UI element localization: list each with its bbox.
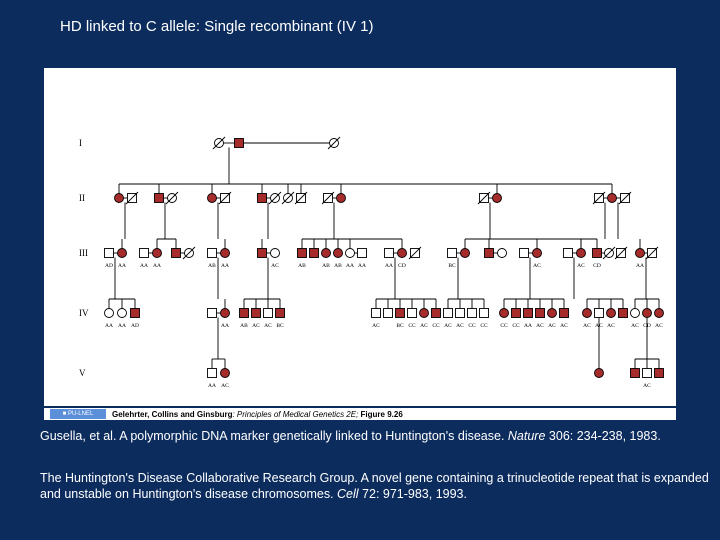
- svg-text:AA: AA: [118, 323, 126, 329]
- svg-text:AA: AA: [346, 263, 354, 269]
- svg-text:AA: AA: [140, 263, 148, 269]
- svg-text:AA: AA: [385, 263, 393, 269]
- svg-text:CC: CC: [432, 323, 440, 329]
- svg-text:CC: CC: [480, 323, 488, 329]
- slide: HD linked to C allele: Single recombinan…: [0, 0, 720, 540]
- svg-text:AA: AA: [118, 263, 126, 269]
- svg-text:AC: AC: [444, 323, 452, 329]
- svg-text:II: II: [79, 193, 85, 203]
- svg-text:AA: AA: [153, 263, 161, 269]
- svg-text:III: III: [79, 248, 88, 258]
- svg-text:AA: AA: [636, 263, 644, 269]
- svg-text:AC: AC: [372, 323, 380, 329]
- svg-text:AC: AC: [607, 323, 615, 329]
- figure-credit: ■ PU-LNEL Gelehrter, Collins and Ginsbur…: [44, 408, 676, 420]
- svg-text:AD: AD: [105, 263, 113, 269]
- svg-text:CD: CD: [593, 263, 601, 269]
- svg-text:AC: AC: [533, 263, 541, 269]
- svg-text:AA: AA: [105, 323, 113, 329]
- svg-text:AA: AA: [524, 323, 532, 329]
- svg-text:BC: BC: [276, 323, 284, 329]
- svg-text:CD: CD: [398, 263, 406, 269]
- svg-text:AB: AB: [334, 263, 342, 269]
- svg-text:CC: CC: [500, 323, 508, 329]
- svg-text:AC: AC: [456, 323, 464, 329]
- svg-text:AC: AC: [264, 323, 272, 329]
- svg-text:AC: AC: [271, 263, 279, 269]
- svg-text:AC: AC: [252, 323, 260, 329]
- svg-text:AA: AA: [208, 383, 216, 389]
- svg-text:AB: AB: [322, 263, 330, 269]
- svg-text:AC: AC: [548, 323, 556, 329]
- svg-text:AB: AB: [298, 263, 306, 269]
- svg-text:AC: AC: [221, 383, 229, 389]
- slide-title: HD linked to C allele: Single recombinan…: [60, 18, 373, 35]
- svg-text:AC: AC: [583, 323, 591, 329]
- svg-text:AC: AC: [560, 323, 568, 329]
- publisher-logo: ■ PU-LNEL: [50, 409, 106, 419]
- pedigree-svg: IIIIIIIVVADAAAAAAABAAACABABABAAAAAACDBCA…: [44, 68, 676, 406]
- reference-2: The Huntington's Disease Collaborative R…: [40, 470, 720, 503]
- svg-text:AA: AA: [358, 263, 366, 269]
- svg-text:AC: AC: [643, 383, 651, 389]
- svg-text:IV: IV: [79, 308, 89, 318]
- svg-text:I: I: [79, 138, 82, 148]
- svg-text:AC: AC: [536, 323, 544, 329]
- svg-text:AC: AC: [577, 263, 585, 269]
- svg-text:AC: AC: [655, 323, 663, 329]
- svg-text:AD: AD: [131, 323, 139, 329]
- svg-text:AA: AA: [221, 323, 229, 329]
- svg-text:CC: CC: [408, 323, 416, 329]
- credit-text: Gelehrter, Collins and Ginsburg: Princip…: [112, 410, 403, 419]
- svg-text:CC: CC: [468, 323, 476, 329]
- svg-text:AB: AB: [208, 263, 216, 269]
- svg-text:BC: BC: [448, 263, 456, 269]
- pedigree-panel: IIIIIIIVVADAAAAAAABAAACABABABAAAAAACDBCA…: [44, 68, 676, 406]
- reference-1: Gusella, et al. A polymorphic DNA marker…: [40, 428, 661, 444]
- svg-text:CC: CC: [512, 323, 520, 329]
- svg-text:AC: AC: [420, 323, 428, 329]
- svg-text:AC: AC: [631, 323, 639, 329]
- svg-text:AB: AB: [240, 323, 248, 329]
- svg-text:V: V: [79, 368, 86, 378]
- svg-text:BC: BC: [396, 323, 404, 329]
- svg-text:AA: AA: [221, 263, 229, 269]
